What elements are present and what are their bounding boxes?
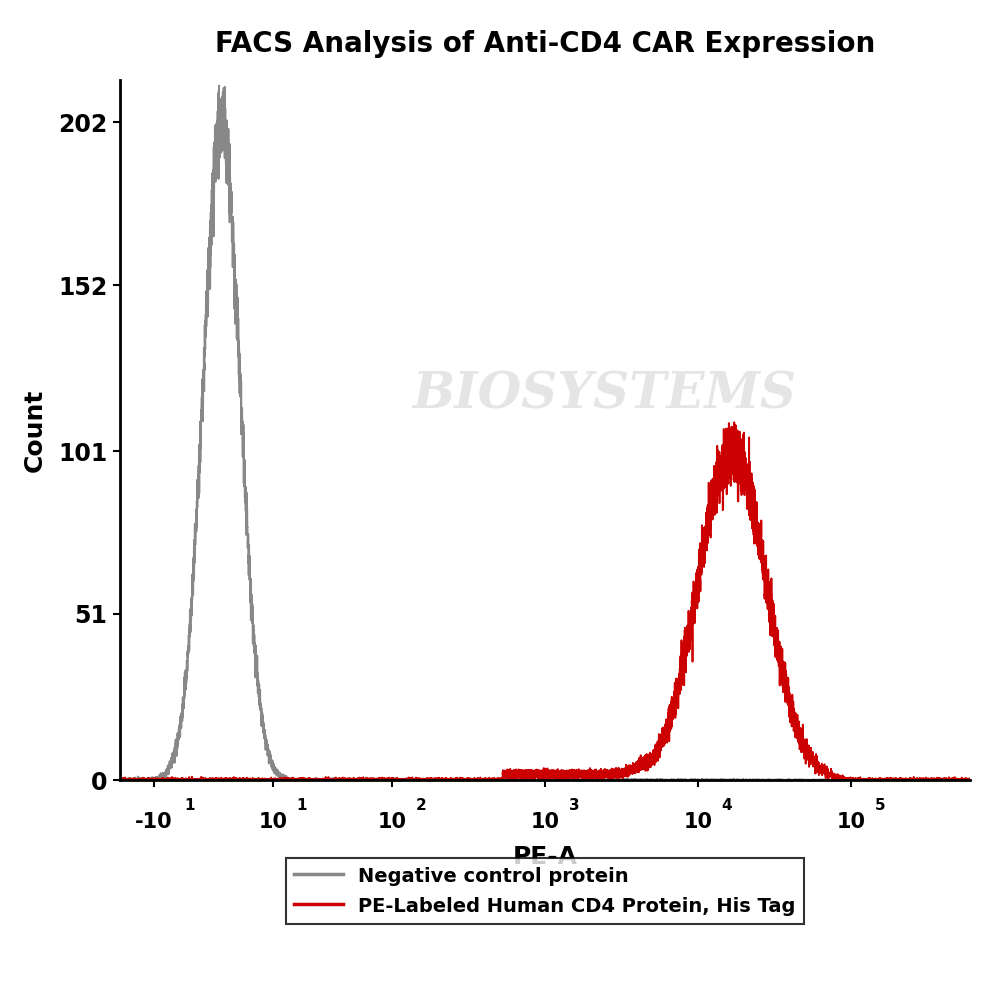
- PE-Labeled Human CD4 Protein, His Tag: [149, 774, 161, 786]
- Text: 10: 10: [258, 812, 288, 832]
- Negative control protein: [114, 774, 126, 786]
- Negative control protein: [165, 757, 177, 769]
- Title: FACS Analysis of Anti-CD4 CAR Expression: FACS Analysis of Anti-CD4 CAR Expression: [215, 30, 875, 58]
- PE-Labeled Human CD4 Protein, His Tag: [281, 774, 293, 786]
- Y-axis label: Count: Count: [23, 388, 47, 472]
- Text: 4: 4: [722, 798, 732, 812]
- Text: 5: 5: [875, 798, 885, 812]
- Negative control protein: [213, 80, 225, 92]
- Negative control protein: [919, 774, 931, 786]
- Text: 10: 10: [378, 812, 406, 832]
- Text: 10: 10: [684, 812, 712, 832]
- Line: Negative control protein: Negative control protein: [120, 86, 970, 780]
- PE-Labeled Human CD4 Protein, His Tag: [919, 773, 931, 785]
- PE-Labeled Human CD4 Protein, His Tag: [530, 766, 542, 778]
- Text: 2: 2: [416, 798, 427, 812]
- Text: 3: 3: [569, 798, 579, 812]
- Text: 10: 10: [530, 812, 560, 832]
- Negative control protein: [530, 774, 542, 786]
- PE-Labeled Human CD4 Protein, His Tag: [964, 774, 976, 786]
- Text: -10: -10: [135, 812, 173, 832]
- Text: BIOSYSTEMS: BIOSYSTEMS: [413, 370, 796, 420]
- Negative control protein: [149, 774, 161, 786]
- Negative control protein: [281, 772, 293, 784]
- Negative control protein: [114, 774, 126, 786]
- PE-Labeled Human CD4 Protein, His Tag: [728, 416, 740, 428]
- PE-Labeled Human CD4 Protein, His Tag: [165, 774, 177, 786]
- Text: 1: 1: [297, 798, 307, 812]
- Negative control protein: [964, 774, 976, 786]
- Text: 1: 1: [185, 798, 195, 812]
- Line: PE-Labeled Human CD4 Protein, His Tag: PE-Labeled Human CD4 Protein, His Tag: [120, 422, 970, 780]
- PE-Labeled Human CD4 Protein, His Tag: [118, 774, 130, 786]
- Text: 10: 10: [836, 812, 866, 832]
- PE-Labeled Human CD4 Protein, His Tag: [114, 774, 126, 786]
- Negative control protein: [118, 774, 130, 786]
- X-axis label: PE-A: PE-A: [512, 845, 578, 869]
- Legend: Negative control protein, PE-Labeled Human CD4 Protein, His Tag: Negative control protein, PE-Labeled Hum…: [286, 858, 804, 924]
